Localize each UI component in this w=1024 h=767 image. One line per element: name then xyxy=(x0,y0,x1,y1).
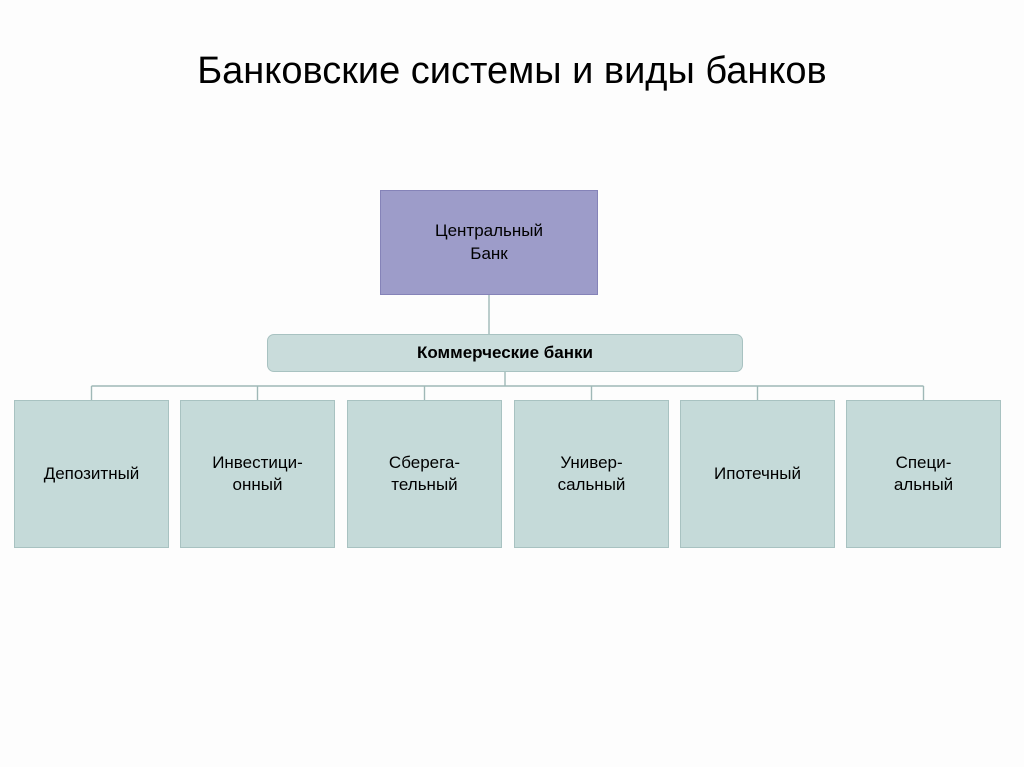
leaf-node: Сберега-тельный xyxy=(347,400,502,548)
title-text: Банковские системы и виды банков xyxy=(197,50,827,92)
leaf-label: Универ-сальный xyxy=(558,452,626,496)
mid-label: Коммерческие банки xyxy=(417,343,593,363)
leaf-label: Специ-альный xyxy=(894,452,953,496)
leaf-label: Депозитный xyxy=(44,463,140,485)
connector-lines xyxy=(0,0,1024,767)
root-label: ЦентральныйБанк xyxy=(435,220,543,264)
root-node: ЦентральныйБанк xyxy=(380,190,598,295)
leaf-label: Сберега-тельный xyxy=(389,452,460,496)
leaf-node: Депозитный xyxy=(14,400,169,548)
leaf-node: Инвестици-онный xyxy=(180,400,335,548)
leaf-node: Ипотечный xyxy=(680,400,835,548)
page-title: Банковские системы и виды банков xyxy=(0,50,1024,93)
mid-node: Коммерческие банки xyxy=(267,334,743,372)
leaf-node: Специ-альный xyxy=(846,400,1001,548)
leaf-node: Универ-сальный xyxy=(514,400,669,548)
leaf-label: Ипотечный xyxy=(714,463,801,485)
leaf-label: Инвестици-онный xyxy=(212,452,303,496)
